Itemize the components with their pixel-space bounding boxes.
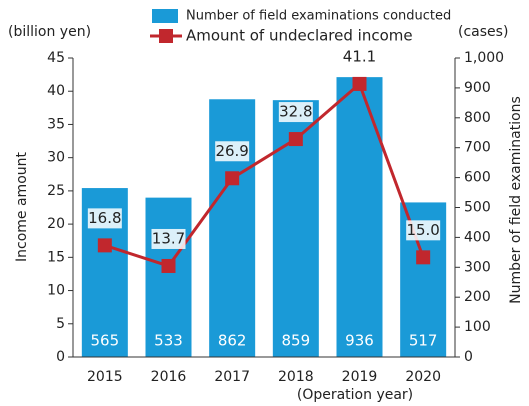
y-tick-label: 25 xyxy=(47,183,65,199)
y2-tick-label: 800 xyxy=(464,110,491,126)
y2-tick-label: 600 xyxy=(464,170,491,186)
y2-tick-label: 200 xyxy=(464,289,491,305)
y-unit: (billion yen) xyxy=(8,24,91,40)
bar-label: 517 xyxy=(409,332,438,350)
y2-tick-label: 1,000 xyxy=(464,50,504,66)
x-tick-label: 2019 xyxy=(342,369,378,385)
line-marker xyxy=(225,171,240,186)
line xyxy=(104,81,425,268)
y-axis-title: Income amount xyxy=(14,151,30,261)
line-label: 26.9 xyxy=(215,142,248,160)
y2-unit: (cases) xyxy=(458,24,508,40)
y2-tick-label: 0 xyxy=(464,349,473,365)
x-tick-label: 2016 xyxy=(151,369,187,385)
bar-label: 859 xyxy=(282,332,311,350)
bar xyxy=(145,197,192,357)
y2-tick-label: 300 xyxy=(464,259,491,275)
label-bg xyxy=(278,102,313,123)
bar xyxy=(336,77,383,358)
label-bg xyxy=(151,228,186,249)
y-tick-label: 30 xyxy=(47,150,65,166)
y-tick-label: 0 xyxy=(56,349,65,365)
bar-label: 533 xyxy=(154,332,183,350)
line-label: 16.8 xyxy=(88,209,121,227)
line-label: 32.8 xyxy=(279,103,312,121)
y-tick-label: 35 xyxy=(47,116,65,132)
y-tick-label: 10 xyxy=(47,283,65,299)
legend-label: Number of field examinations conducted xyxy=(186,9,451,24)
line-marker xyxy=(352,76,367,91)
y-tick-label: 45 xyxy=(47,50,65,66)
x-note: (Operation year) xyxy=(297,387,413,403)
line-label: 41.1 xyxy=(343,47,376,65)
bar-label: 862 xyxy=(218,332,247,350)
legend-swatch xyxy=(159,29,173,43)
label-bg xyxy=(342,46,377,67)
x-tick-label: 2018 xyxy=(278,369,314,385)
y2-tick-label: 500 xyxy=(464,200,491,216)
y2-tick-label: 400 xyxy=(464,229,491,245)
line-marker xyxy=(97,238,112,253)
y-tick-label: 15 xyxy=(47,249,65,265)
line-marker xyxy=(416,250,431,265)
y2-tick-label: 700 xyxy=(464,140,491,156)
bar-label: 936 xyxy=(345,332,374,350)
x-tick-label: 2017 xyxy=(214,369,250,385)
x-tick-label: 2020 xyxy=(405,369,441,385)
label-bg xyxy=(215,141,250,162)
line-label: 13.7 xyxy=(152,229,185,247)
label-bg xyxy=(87,208,122,229)
bar-label: 565 xyxy=(91,332,120,350)
y2-tick-label: 100 xyxy=(464,319,491,335)
bar xyxy=(209,99,256,358)
line-marker xyxy=(161,258,176,273)
line-label: 15.0 xyxy=(406,221,439,239)
y2-tick-label: 900 xyxy=(464,80,491,96)
line-marker xyxy=(288,132,303,147)
legend-swatch xyxy=(152,9,178,23)
label-bg xyxy=(406,220,441,241)
legend-label: Amount of undeclared income xyxy=(186,27,413,45)
y-tick-label: 20 xyxy=(47,216,65,232)
x-tick-label: 2015 xyxy=(87,369,123,385)
y-tick-label: 40 xyxy=(47,83,65,99)
y2-axis-title: Number of field examinations xyxy=(508,96,524,304)
y-tick-label: 5 xyxy=(56,316,65,332)
